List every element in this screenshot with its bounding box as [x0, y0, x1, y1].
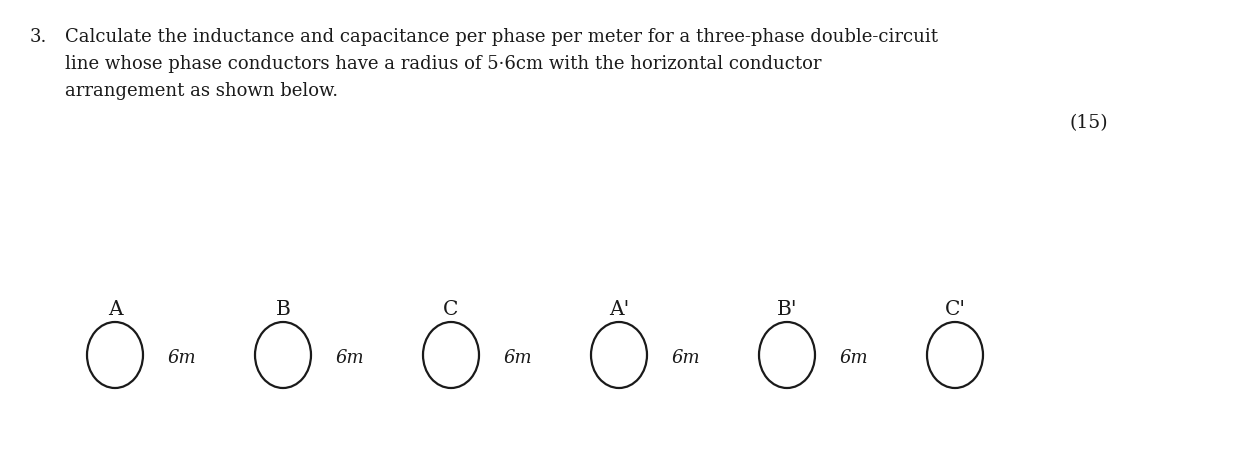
Text: (15): (15) — [1070, 115, 1109, 133]
Text: A': A' — [609, 300, 629, 319]
Text: line whose phase conductors have a radius of 5·6cm with the horizontal conductor: line whose phase conductors have a radiu… — [65, 55, 822, 73]
Text: 3.: 3. — [30, 28, 47, 46]
Text: B: B — [276, 300, 291, 319]
Text: A: A — [108, 300, 122, 319]
Text: arrangement as shown below.: arrangement as shown below. — [65, 82, 338, 100]
Text: 6m: 6m — [167, 349, 195, 367]
Text: C: C — [444, 300, 459, 319]
Text: B': B' — [777, 300, 797, 319]
Text: C': C' — [945, 300, 966, 319]
Text: 6m: 6m — [503, 349, 532, 367]
Text: Calculate the inductance and capacitance per phase per meter for a three-phase d: Calculate the inductance and capacitance… — [65, 28, 938, 46]
Text: 6m: 6m — [336, 349, 364, 367]
Text: 6m: 6m — [839, 349, 868, 367]
Text: 6m: 6m — [671, 349, 700, 367]
